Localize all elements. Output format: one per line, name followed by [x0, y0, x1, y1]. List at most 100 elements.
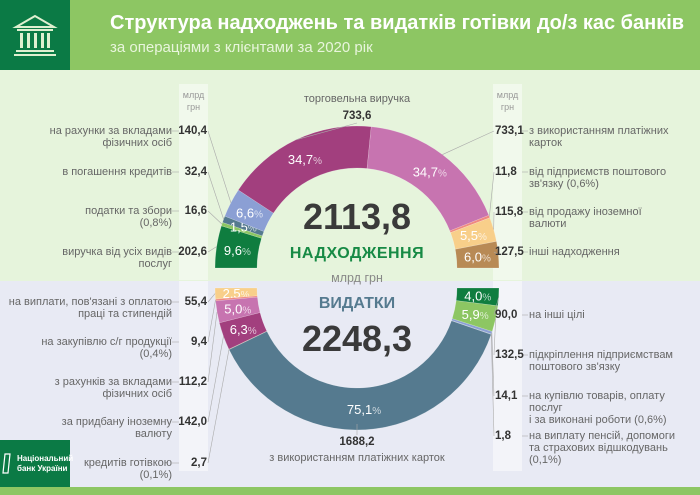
- bank-building-icon: [12, 14, 58, 56]
- segment-label: з використанням платіжних карток: [529, 125, 669, 149]
- segment-value: 11,8: [495, 166, 517, 178]
- leader-line: [493, 296, 500, 316]
- units-label-left: млрд грн: [182, 90, 205, 112]
- segment-label: на інші цілі: [529, 309, 585, 321]
- segment-value: 733,1: [495, 125, 524, 137]
- expense-segment: [228, 330, 268, 351]
- expense-segment: [215, 295, 258, 302]
- nbu-emblem-icon: [2, 453, 11, 474]
- leader-line: [207, 311, 218, 383]
- segment-value: 140,4: [178, 125, 207, 137]
- percent-label: 34,7%: [288, 152, 322, 167]
- leader-line: [207, 171, 224, 220]
- segment-label: за придбану іноземну валюту: [61, 416, 172, 440]
- expense-segment: [455, 287, 500, 307]
- percent-label: 9,6%: [224, 243, 251, 258]
- segment-label: виручка від усіх видів послуг: [62, 246, 172, 270]
- segment-label: на рахунки за вкладами фізичних осіб: [49, 125, 172, 149]
- logo-box: [0, 0, 70, 70]
- leader-line: [207, 246, 217, 253]
- segment-label: інші надходження: [529, 246, 620, 258]
- leader-line: [207, 210, 223, 225]
- segment-value: 55,4: [184, 296, 207, 308]
- right-value-column-bottom: [493, 281, 522, 471]
- income-total: 2113,8: [302, 196, 412, 237]
- percent-label: 6,3%: [230, 322, 257, 337]
- units-label-right: млрд грн: [496, 90, 519, 112]
- segment-label: на виплати, пов'язані з оплатою праці та…: [8, 296, 172, 320]
- nbu-logo-text: Національний банк України: [17, 454, 74, 473]
- segment-label: податки та збори (0,8%): [85, 205, 172, 229]
- leader-line: [489, 171, 495, 217]
- segment-label: на закупівлю с/г продукції (0,4%): [41, 336, 172, 360]
- segment-value: 132,5: [495, 349, 524, 361]
- income-title: НАДХОДЖЕННЯ: [289, 245, 425, 262]
- segment-label: підкріплення підприємствам поштового зв'…: [529, 349, 673, 373]
- segment-value: 127,5: [495, 246, 524, 258]
- percent-label: 75,1%: [347, 402, 381, 417]
- income-segment: [224, 189, 274, 232]
- leader-line: [493, 318, 496, 356]
- segment-label: в погашення кредитів: [62, 166, 172, 178]
- segment-label: торговельна виручка: [303, 93, 411, 105]
- segment-label: з рахунків за вкладами фізичних осіб: [54, 376, 172, 400]
- segment-value: 142,0: [178, 416, 207, 428]
- leader-line: [491, 332, 495, 397]
- expense-total: 2248,3: [301, 318, 413, 359]
- percent-label: 4,0%: [464, 289, 491, 304]
- segment-value: 733,6: [342, 110, 372, 122]
- segment-label: від продажу іноземної валюти: [529, 206, 642, 230]
- segment-value: 9,4: [191, 336, 207, 348]
- segment-label: на виплату пенсій, допомоги та страхових…: [529, 430, 676, 466]
- segment-value: 115,8: [495, 206, 524, 218]
- segment-value: 32,4: [184, 166, 207, 178]
- expense-section: [0, 281, 700, 487]
- segment-value: 2,7: [191, 457, 207, 469]
- segment-label: на купівлю товарів, оплату послуг і за в…: [529, 390, 667, 426]
- percent-label: 5,9%: [462, 307, 489, 322]
- percent-label: 5,0%: [224, 301, 251, 316]
- leader-line: [295, 122, 358, 141]
- income-segment: [237, 125, 372, 214]
- segment-value: 16,6: [184, 205, 207, 217]
- income-segment: [454, 241, 500, 269]
- expense-segment: [228, 320, 492, 431]
- left-value-column-bottom: [179, 281, 208, 471]
- expense-segment: [451, 300, 499, 332]
- segment-value: 202,6: [178, 246, 207, 258]
- percent-label: 34,7%: [413, 164, 447, 179]
- segment-label: з використанням платіжних карток: [269, 452, 445, 464]
- header-banner: [0, 0, 700, 70]
- leader-line: [207, 349, 230, 464]
- nbu-logo: Національний банк України: [0, 440, 74, 487]
- leader-line: [207, 299, 216, 343]
- segment-label: від підприємств поштового зв'язку (0,6%): [529, 166, 667, 190]
- expense-title: ВИДАТКИ: [318, 295, 396, 312]
- income-segment: [222, 215, 265, 237]
- income-section: [0, 70, 700, 281]
- page-subtitle: за операціями з клієнтами за 2020 рік: [110, 39, 373, 56]
- leader-line: [442, 130, 495, 155]
- segment-value: 112,2: [178, 376, 207, 388]
- percent-label: 5,5%: [460, 228, 487, 243]
- page-title: Структура надходжень та видатків готівки…: [110, 12, 685, 34]
- segment-value: 1688,2: [339, 436, 375, 448]
- left-value-column: [179, 84, 208, 280]
- right-value-column: [493, 84, 522, 280]
- percent-label: 2,5%: [223, 286, 250, 301]
- income-segment: [221, 222, 263, 239]
- leader-line: [207, 130, 232, 203]
- leader-line: [493, 251, 499, 255]
- segment-value: 14,1: [495, 390, 518, 402]
- leader-line: [490, 334, 495, 437]
- unit-label: млрд грн: [331, 271, 383, 285]
- percent-label: 6,0%: [464, 250, 491, 265]
- bottom-stripe: [0, 487, 700, 495]
- segment-value: 1,8: [495, 430, 511, 442]
- segment-value: 90,0: [495, 309, 518, 321]
- leader-line: [207, 336, 224, 423]
- percent-label: 6,6%: [236, 205, 263, 220]
- leader-line: [207, 293, 216, 303]
- segment-label: кредитів готівкою (0,1%): [83, 457, 172, 481]
